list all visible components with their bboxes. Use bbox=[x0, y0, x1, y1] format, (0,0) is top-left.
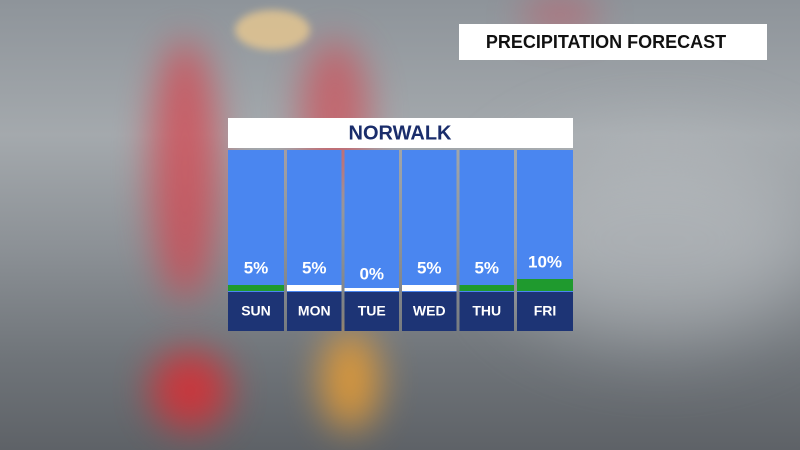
bar bbox=[402, 285, 457, 291]
day-label: SUN bbox=[241, 303, 271, 319]
day-band bbox=[402, 292, 457, 331]
day-label: TUE bbox=[358, 303, 386, 319]
title-box bbox=[459, 24, 767, 60]
bar bbox=[228, 285, 284, 291]
value-label: 10% bbox=[528, 252, 562, 271]
day-band bbox=[517, 292, 573, 331]
baseline bbox=[344, 288, 399, 291]
day-label: WED bbox=[413, 303, 446, 319]
value-label: 0% bbox=[359, 264, 384, 283]
background-light bbox=[235, 10, 310, 50]
day-band bbox=[228, 292, 284, 331]
value-label: 5% bbox=[474, 258, 499, 277]
background-light bbox=[320, 330, 380, 430]
value-label: 5% bbox=[302, 258, 327, 277]
day-label: THU bbox=[472, 303, 501, 319]
day-band bbox=[287, 292, 342, 331]
day-label: FRI bbox=[534, 303, 557, 319]
value-label: 5% bbox=[417, 258, 442, 277]
header-box bbox=[228, 118, 573, 148]
bar bbox=[517, 279, 573, 291]
background-light bbox=[150, 350, 230, 430]
background-light bbox=[150, 40, 220, 300]
day-band bbox=[344, 292, 399, 331]
bar bbox=[287, 285, 342, 291]
location-name: NORWALK bbox=[349, 122, 453, 144]
day-label: MON bbox=[298, 303, 331, 319]
day-band bbox=[459, 292, 514, 331]
bar bbox=[459, 285, 514, 291]
value-label: 5% bbox=[244, 258, 269, 277]
chart-title: PRECIPITATION FORECAST bbox=[486, 32, 726, 52]
